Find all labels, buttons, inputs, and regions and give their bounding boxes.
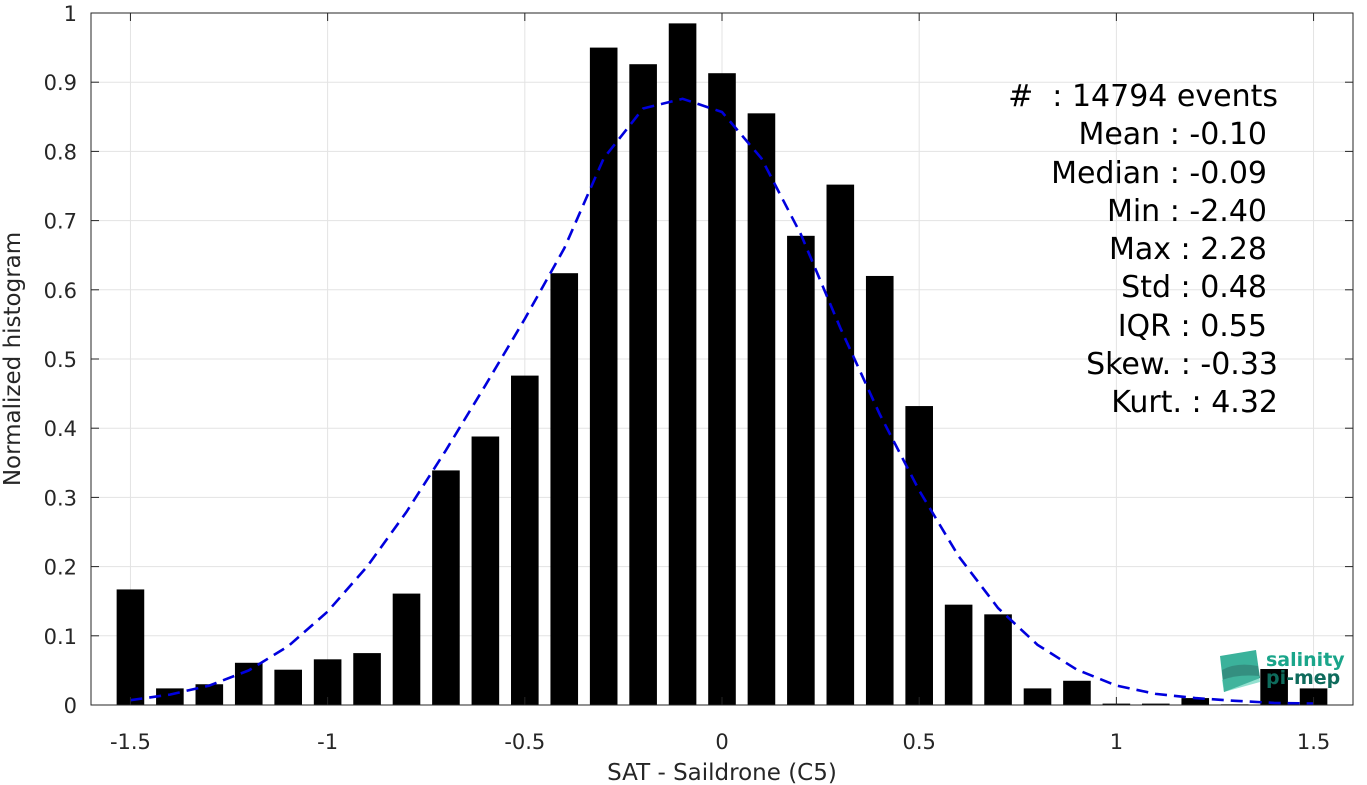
gaussian-fit-line bbox=[130, 97, 1314, 705]
histogram-bar bbox=[511, 375, 539, 705]
x-tick-label: 1 bbox=[1110, 730, 1123, 754]
salinity-pimep-logo: salinity pi-mep bbox=[1216, 648, 1346, 694]
x-axis-label: SAT - Saildrone (C5) bbox=[607, 760, 837, 785]
histogram-bar bbox=[1260, 669, 1288, 705]
histogram-bar bbox=[589, 47, 618, 706]
histogram-bar bbox=[629, 64, 657, 705]
histogram-bar bbox=[708, 73, 736, 706]
histogram-bar bbox=[944, 604, 973, 705]
stat-mean: Mean : -0.10 bbox=[1078, 117, 1267, 153]
y-axis-label: Normalized histogram bbox=[0, 232, 26, 486]
statistics-box: # : 14794 events Mean : -0.10 Median : -… bbox=[1008, 78, 1278, 423]
histogram-bar bbox=[1063, 680, 1091, 705]
histogram-bar bbox=[984, 614, 1012, 705]
stat-count: # : 14794 events bbox=[1008, 79, 1278, 114]
x-tick-label: -1.5 bbox=[110, 730, 151, 754]
histogram-bar bbox=[747, 113, 776, 706]
y-axis-ticks: 0 0.1 0.2 0.3 0.4 0.5 0.6 0.7 0.8 0.9 1 bbox=[44, 2, 1353, 718]
stat-iqr: IQR : 0.55 bbox=[1117, 308, 1267, 344]
y-tick-label: 0.7 bbox=[44, 210, 77, 234]
logo-icon bbox=[1220, 650, 1260, 692]
histogram-bar bbox=[195, 684, 224, 705]
x-tick-label: 1.5 bbox=[1297, 730, 1330, 754]
y-tick-label: 0.9 bbox=[44, 71, 77, 95]
y-tick-label: 0.3 bbox=[44, 486, 77, 510]
y-tick-label: 0.4 bbox=[44, 417, 77, 441]
stat-median: Median : -0.09 bbox=[1051, 155, 1267, 191]
histogram-bar bbox=[826, 184, 855, 706]
x-tick-label: -1 bbox=[317, 730, 338, 754]
histogram-bar bbox=[432, 470, 460, 705]
histogram-bar bbox=[274, 669, 302, 705]
histogram-bar bbox=[550, 273, 579, 705]
stat-max: Max : 2.28 bbox=[1109, 232, 1267, 268]
logo-text-pimep: pi-mep bbox=[1266, 667, 1341, 689]
histogram-bar bbox=[1299, 688, 1328, 705]
y-tick-label: 0.6 bbox=[44, 279, 77, 303]
x-tick-label: 0 bbox=[715, 730, 728, 754]
histogram-bar bbox=[471, 436, 500, 705]
stat-min: Min : -2.40 bbox=[1106, 193, 1267, 229]
logo-text-salinity: salinity bbox=[1266, 649, 1345, 671]
x-tick-label: -0.5 bbox=[504, 730, 545, 754]
stat-std: Std : 0.48 bbox=[1121, 270, 1267, 306]
histogram-bar bbox=[668, 23, 697, 705]
histogram-bar bbox=[1181, 698, 1210, 705]
x-axis-ticks: -1.5 -1 -0.5 0 0.5 1 1.5 bbox=[110, 13, 1330, 754]
bars-group bbox=[116, 23, 1328, 706]
x-tick-label: 0.5 bbox=[902, 730, 935, 754]
y-tick-label: 0.5 bbox=[44, 348, 77, 372]
stat-kurt: Kurt. : 4.32 bbox=[1111, 385, 1278, 421]
histogram-bar bbox=[865, 275, 894, 705]
y-tick-label: 0.1 bbox=[44, 625, 77, 649]
stat-skew: Skew. : -0.33 bbox=[1086, 347, 1278, 383]
y-tick-label: 0 bbox=[64, 694, 77, 718]
y-tick-label: 1 bbox=[64, 2, 77, 26]
histogram-bar bbox=[392, 593, 421, 705]
histogram-bar bbox=[116, 589, 145, 705]
histogram-bar bbox=[1023, 688, 1052, 705]
histogram-bar bbox=[353, 653, 381, 705]
histogram-bar bbox=[905, 406, 933, 705]
y-tick-label: 0.8 bbox=[44, 140, 77, 164]
histogram-bar bbox=[787, 235, 815, 705]
histogram-bar bbox=[1142, 703, 1170, 705]
y-tick-label: 0.2 bbox=[44, 556, 77, 580]
